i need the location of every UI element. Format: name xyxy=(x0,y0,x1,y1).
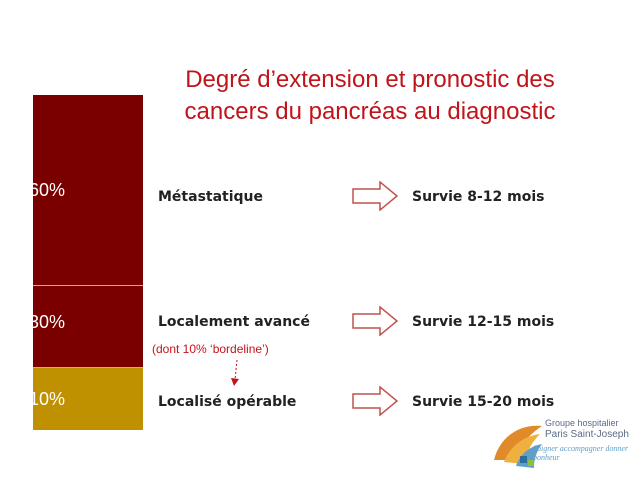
title-line-1: Degré d’extension et pronostic des xyxy=(185,66,555,93)
segment-operable xyxy=(33,367,143,430)
segment-label-30: 30% xyxy=(29,312,66,332)
right-arrow-icon xyxy=(352,386,398,416)
stage-locally-advanced: Localement avancé xyxy=(158,314,310,330)
survival-operable: Survie 15-20 mois xyxy=(412,394,555,410)
segment-label-60: 60% xyxy=(29,180,66,200)
borderline-note: (dont 10% ‘bordeline’) xyxy=(152,342,269,356)
stage-operable: Localisé opérable xyxy=(158,394,297,410)
survival-metastatic: Survie 8-12 mois xyxy=(412,189,545,205)
stage-metastatic: Métastatique xyxy=(158,189,264,205)
segment-metastatic xyxy=(33,95,143,285)
slide-title: Degré d’extension et pronostic des cance… xyxy=(150,64,590,128)
logo-line-1: Groupe hospitalier xyxy=(545,418,619,428)
right-arrow-icon xyxy=(352,181,398,211)
logo-line-3: Soigner accompagner donner bonheur xyxy=(533,444,629,462)
dotted-down-arrow-icon xyxy=(231,360,239,386)
right-arrow-icon xyxy=(352,306,398,336)
segment-label-10: 10% xyxy=(29,389,66,409)
segment-locally-advanced xyxy=(33,285,143,367)
hospital-logo-icon xyxy=(494,425,542,468)
title-line-2: cancers du pancréas au diagnostic xyxy=(184,98,556,125)
logo-line-2: Paris Saint-Joseph xyxy=(545,429,629,440)
survival-locally-advanced: Survie 12-15 mois xyxy=(412,314,555,330)
